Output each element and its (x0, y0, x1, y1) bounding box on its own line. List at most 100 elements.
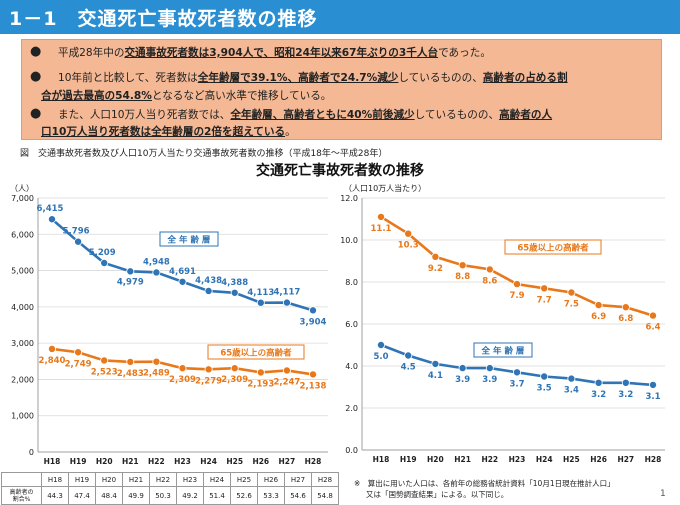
summary-emphasis: 高齢者の占める割 (482, 72, 568, 84)
ratio-year-cell: H26 (257, 472, 285, 487)
data-point (404, 229, 413, 238)
series-label: 全 年 齢 層 (167, 235, 211, 246)
data-point (282, 298, 291, 307)
summary-text: 平成28年中の (58, 47, 125, 59)
data-point (178, 277, 187, 286)
summary-line-3: 合が過去最高の54.8%となるなど高い水準で推移している。 (41, 88, 331, 103)
data-label: 2,309 (221, 375, 248, 385)
data-label: 2,523 (91, 367, 118, 377)
data-point (594, 301, 603, 310)
data-label: 7.9 (509, 291, 524, 301)
ratio-year-cell: H23 (176, 472, 204, 487)
ratio-year-cell: H24 (203, 472, 231, 487)
summary-text: 。 (285, 126, 296, 138)
data-point (74, 348, 83, 357)
data-point (74, 237, 83, 246)
ratio-table-corner (1, 472, 42, 487)
y-tick-label: 0 (29, 448, 34, 457)
data-point (594, 378, 603, 387)
y-axis-unit-label: （人口10万人当たり） (344, 183, 426, 193)
data-label: 5,796 (63, 227, 90, 237)
y-tick-label: 4,000 (11, 303, 34, 312)
ratio-value-cell: 54.6 (284, 486, 312, 505)
data-point (126, 267, 135, 276)
ratio-value-cell: 48.4 (95, 486, 123, 505)
data-point (230, 364, 239, 373)
data-label: 3.9 (482, 375, 497, 385)
page-number: 1 (660, 489, 666, 499)
y-tick-label: 2.0 (345, 404, 358, 413)
x-tick-label: H20 (96, 457, 113, 466)
data-point (204, 365, 213, 374)
x-tick-label: H24 (536, 455, 553, 464)
data-label: 2,138 (300, 381, 327, 391)
ratio-year-cell: H25 (230, 472, 258, 487)
data-point (621, 378, 630, 387)
summary-line-1: 平成28年中の交通事故死者数は3,904人で、昭和24年以来67年ぶりの3千人台… (58, 45, 491, 60)
data-label: 3.7 (509, 379, 524, 389)
summary-text: であった。 (438, 47, 491, 59)
y-tick-label: 0.0 (345, 446, 358, 455)
x-tick-label: H23 (174, 457, 191, 466)
ratio-year-cell: H18 (41, 472, 69, 487)
summary-text: となるなど高い水準で推移している。 (151, 90, 332, 102)
summary-bullet-2: ● (30, 69, 42, 84)
y-tick-label: 8.0 (345, 278, 358, 287)
data-point (230, 288, 239, 297)
data-label: 4,979 (117, 277, 144, 287)
data-label: 3.4 (564, 386, 579, 396)
data-point (485, 265, 494, 274)
ratio-year-cell: H19 (68, 472, 96, 487)
data-point (126, 357, 135, 366)
summary-line-2: 10年前と比較して、死者数は全年齢層で39.1%、高齢者で24.7%減少している… (58, 70, 568, 85)
series-label-box (504, 239, 602, 255)
x-tick-label: H27 (279, 457, 296, 466)
data-label: 4,388 (221, 278, 248, 288)
data-point (204, 286, 213, 295)
x-tick-label: H23 (509, 455, 526, 464)
data-point (152, 268, 161, 277)
data-label: 10.3 (398, 241, 419, 251)
data-point (458, 261, 467, 270)
y-tick-label: 6,000 (11, 230, 34, 239)
ratio-year-cell: H20 (95, 472, 123, 487)
y-tick-label: 3,000 (11, 339, 34, 348)
summary-emphasis: 交通事故死者数は3,904人で、昭和24年以来67年ぶりの3千人台 (124, 47, 439, 59)
data-point (256, 298, 265, 307)
x-tick-label: H22 (481, 455, 498, 464)
ratio-year-cell: H28 (311, 472, 339, 487)
data-point (308, 370, 317, 379)
summary-emphasis: 口10万人当り死者数は全年齢層の2倍を超えている (41, 126, 286, 138)
summary-box (21, 39, 662, 140)
data-point (621, 303, 630, 312)
x-tick-label: H18 (44, 457, 61, 466)
data-label: 4,117 (273, 288, 300, 298)
data-point (485, 364, 494, 373)
figure-caption: 図 交通事故死者数及び人口10万人当たり交通事故死者数の推移（平成18年～平成2… (20, 149, 388, 159)
data-point (256, 368, 265, 377)
data-label: 3.9 (455, 375, 470, 385)
elderly-ratio-table: H18 H19 H20 H21 H22 H23 H24 H25 H26 H27 … (1, 472, 339, 505)
data-point (458, 364, 467, 373)
summary-emphasis: 全年齢層、高齢者ともに40%前後減少 (230, 109, 415, 121)
summary-emphasis: 全年齢層で39.1%、高齢者で24.7%減少 (197, 72, 399, 84)
data-label: 3.5 (537, 384, 552, 394)
data-label: 3.2 (591, 390, 606, 400)
x-tick-label: H19 (70, 457, 87, 466)
summary-text: しているものの、 (414, 109, 500, 121)
x-tick-label: H19 (400, 455, 417, 464)
data-label: 2,483 (117, 369, 144, 379)
data-label: 3,904 (300, 317, 327, 327)
x-tick-label: H25 (226, 457, 243, 466)
data-label: 2,749 (65, 359, 92, 369)
ratio-year-cell: H27 (284, 472, 312, 487)
series-label: 65歳以上の高齢者 (517, 243, 589, 254)
ratio-value-cell: 49.2 (176, 486, 204, 505)
series-label-box (159, 231, 219, 247)
data-label: 2,279 (195, 376, 222, 386)
ratio-row-header: 高齢者の 割合% (1, 486, 42, 505)
data-label: 3.1 (645, 392, 660, 402)
title-bar: 1－1 交通死亡事故死者数の推移 (0, 0, 680, 34)
x-tick-label: H28 (645, 455, 662, 464)
